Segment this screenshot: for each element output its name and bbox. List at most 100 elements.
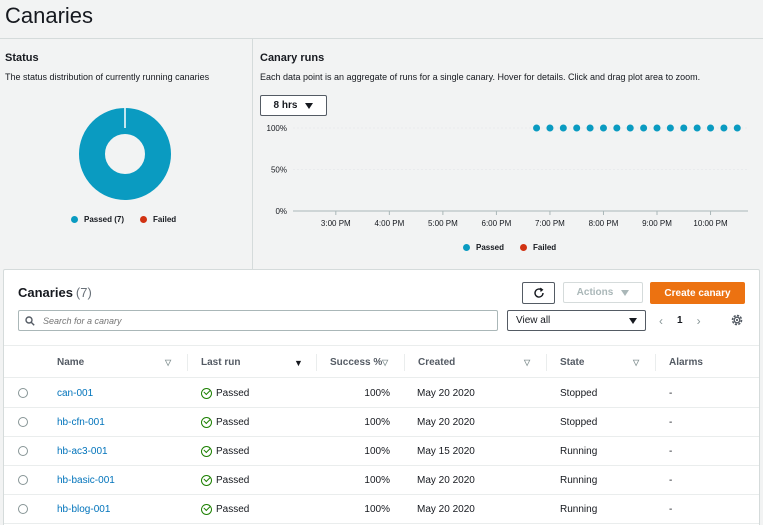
legend-passed[interactable]: Passed	[463, 243, 504, 252]
current-page[interactable]: 1	[677, 315, 683, 326]
row-select-radio[interactable]	[18, 437, 28, 465]
table-row[interactable]: hb-cfn-001 Passed 100% May 20 2020 Stopped -	[4, 408, 759, 437]
canary-name-link[interactable]: hb-basic-001	[57, 474, 115, 486]
status-legend: Passed (7) Failed	[71, 215, 192, 224]
row-select-radio[interactable]	[18, 495, 28, 523]
search-icon	[25, 315, 35, 326]
legend-failed[interactable]: Failed	[520, 243, 556, 252]
actions-button[interactable]: Actions	[563, 282, 643, 303]
data-point-passed[interactable]	[693, 124, 701, 132]
radio-button[interactable]	[18, 417, 28, 427]
y-tick-label: 100%	[267, 124, 287, 133]
legend-passed[interactable]: Passed (7)	[71, 215, 124, 224]
data-point-passed[interactable]	[613, 124, 621, 132]
data-point-passed[interactable]	[533, 124, 541, 132]
sort-icon[interactable]: ▽	[633, 358, 640, 367]
column-header-name[interactable]: Name	[57, 356, 85, 368]
canary-name-link[interactable]: hb-cfn-001	[57, 416, 105, 428]
radio-button[interactable]	[18, 388, 28, 398]
x-tick-label: 9:00 PM	[642, 219, 672, 228]
data-point-passed[interactable]	[546, 124, 554, 132]
status-success-icon	[201, 503, 212, 515]
data-point-passed[interactable]	[599, 124, 607, 132]
previous-page-icon[interactable]: ‹	[659, 313, 663, 328]
gear-icon[interactable]	[730, 313, 744, 327]
alarms-value: -	[669, 387, 673, 399]
radio-button[interactable]	[18, 475, 28, 485]
page-title: Canaries	[5, 3, 94, 28]
data-point-passed[interactable]	[720, 124, 728, 132]
sort-descending-icon[interactable]: ▼	[294, 358, 303, 368]
status-success-icon	[201, 416, 212, 428]
table-row[interactable]: hb-blog-001 Passed 100% May 20 2020 Running -	[4, 495, 759, 524]
column-header-created[interactable]: Created	[418, 356, 456, 368]
canary-name-link[interactable]: hb-blog-001	[57, 503, 111, 515]
data-point-passed[interactable]	[680, 124, 688, 132]
data-point-passed[interactable]	[666, 124, 674, 132]
state-value: Stopped	[560, 416, 598, 428]
y-tick-label: 0%	[275, 207, 287, 216]
legend-failed[interactable]: Failed	[140, 215, 176, 224]
table-row[interactable]: hb-basic-001 Passed 100% May 20 2020 Running…	[4, 466, 759, 495]
row-select-radio[interactable]	[18, 408, 28, 436]
row-select-radio[interactable]	[18, 379, 28, 407]
table-title-text: Canaries	[18, 285, 73, 300]
view-filter-select[interactable]: View all	[507, 310, 646, 331]
x-axis: 3:00 PM 4:00 PM 5:00 PM 6:00 PM 7:00 PM 8:00 …	[321, 211, 728, 228]
table-row[interactable]: hb-ac3-001 Passed 100% May 15 2020 Running -	[4, 437, 759, 466]
success-percent: 100%	[364, 445, 390, 457]
state-value: Running	[560, 445, 598, 457]
sort-icon[interactable]: ▽	[524, 358, 531, 367]
data-point-passed[interactable]	[733, 124, 741, 132]
column-divider	[316, 354, 317, 371]
data-point-passed[interactable]	[573, 124, 581, 132]
refresh-button[interactable]	[522, 282, 555, 304]
radio-button[interactable]	[18, 504, 28, 514]
x-tick-label: 6:00 PM	[482, 219, 512, 228]
canary-runs-panel: Canary runs Each data point is an aggreg…	[253, 39, 763, 269]
alarms-value: -	[669, 416, 673, 428]
data-point-passed[interactable]	[653, 124, 661, 132]
alarms-value: -	[669, 503, 673, 515]
y-tick-label: 50%	[271, 166, 287, 175]
row-select-radio[interactable]	[18, 466, 28, 494]
last-run-status: Passed	[201, 466, 249, 494]
next-page-icon[interactable]: ›	[696, 313, 701, 328]
data-point-passed[interactable]	[707, 124, 715, 132]
radio-button[interactable]	[18, 446, 28, 456]
x-tick-label: 3:00 PM	[321, 219, 351, 228]
data-point-passed[interactable]	[626, 124, 634, 132]
data-point-passed[interactable]	[586, 124, 594, 132]
x-tick-label: 7:00 PM	[535, 219, 565, 228]
column-header-alarms: Alarms	[669, 356, 703, 368]
column-header-success[interactable]: Success %	[330, 356, 383, 368]
data-point-passed[interactable]	[640, 124, 648, 132]
legend-passed-label: Passed (7)	[84, 215, 125, 224]
x-tick-label: 10:00 PM	[693, 219, 728, 228]
data-point-passed[interactable]	[559, 124, 567, 132]
create-canary-button[interactable]: Create canary	[650, 282, 745, 304]
runs-title: Canary runs	[260, 52, 325, 64]
table-row[interactable]: can-001 Passed 100% May 20 2020 Stopped -	[4, 379, 759, 408]
sort-icon[interactable]: ▽	[382, 358, 389, 367]
x-tick-label: 4:00 PM	[374, 219, 404, 228]
created-date: May 20 2020	[417, 474, 475, 486]
column-header-last-run[interactable]: Last run	[201, 356, 241, 368]
last-run-status: Passed	[201, 379, 249, 407]
legend-failed-swatch	[520, 244, 528, 251]
canary-name-link[interactable]: hb-ac3-001	[57, 445, 108, 457]
last-run-text: Passed	[216, 474, 250, 486]
refresh-icon	[533, 287, 544, 298]
column-divider	[404, 354, 405, 371]
canary-name-link[interactable]: can-001	[57, 387, 94, 399]
donut-passed-ring	[79, 108, 171, 200]
panel-divider	[252, 39, 253, 269]
sort-icon[interactable]: ▽	[165, 358, 172, 367]
table-count: (7)	[75, 285, 92, 300]
legend-passed-swatch	[71, 216, 78, 223]
status-success-icon	[201, 387, 212, 399]
search-input[interactable]	[43, 315, 483, 326]
column-header-state[interactable]: State	[560, 356, 585, 368]
canary-runs-chart[interactable]: 100% 50% 0% 3:00 PM 4:00 PM 5:00 PM 6:00 PM 7:…	[253, 119, 758, 239]
time-range-select[interactable]: 8 hrs	[260, 95, 327, 116]
